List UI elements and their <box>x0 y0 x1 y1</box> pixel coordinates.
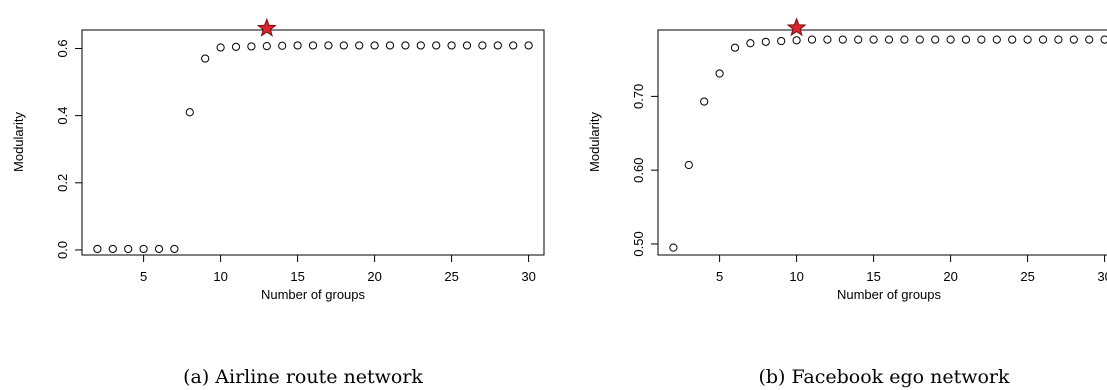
x-axis-title-a: Number of groups <box>261 287 366 302</box>
data-point-a-4 <box>154 244 164 254</box>
panel-b: 5 10 15 20 25 30 0.50 0.60 0.70 Number of group… <box>587 17 1107 388</box>
x-tick-label-a-0: 5 <box>140 269 147 284</box>
data-point-b-7 <box>777 36 786 46</box>
data-point-b-17 <box>931 35 940 44</box>
data-point-a-10 <box>247 42 256 51</box>
data-point-a-27 <box>509 41 518 50</box>
x-tick-label-a-5: 30 <box>521 269 535 284</box>
data-point-a-17 <box>355 41 364 50</box>
data-point-b-5 <box>746 39 755 48</box>
data-point-a-26 <box>493 41 502 50</box>
y-tick-label-a-1: 0.2 <box>55 174 70 192</box>
data-point-a-19 <box>385 41 395 50</box>
data-point-a-22 <box>432 41 441 50</box>
x-axis-a: 5 10 15 20 25 30 <box>140 254 536 284</box>
y-tick-label-a-2: 0.4 <box>55 107 70 125</box>
points-a <box>93 41 533 254</box>
star-icon <box>786 17 807 37</box>
y-tick-label-b-1: 0.60 <box>631 158 646 183</box>
data-point-a-23 <box>447 41 456 50</box>
data-point-a-15 <box>324 41 333 50</box>
data-point-b-8 <box>792 36 801 45</box>
data-point-a-13 <box>293 41 302 50</box>
data-point-a-16 <box>339 41 348 50</box>
data-point-b-23 <box>1023 35 1032 44</box>
x-tick-label-b-4: 25 <box>1020 269 1034 284</box>
data-point-b-11 <box>838 35 847 44</box>
data-point-a-28 <box>524 41 533 50</box>
data-point-b-27 <box>1085 35 1094 44</box>
x-tick-label-b-1: 10 <box>789 269 803 284</box>
data-point-a-5 <box>170 244 179 254</box>
data-point-a-25 <box>478 41 487 50</box>
x-tick-label-a-1: 10 <box>213 269 227 284</box>
plot-frame-b <box>657 29 1107 256</box>
data-point-a-20 <box>401 41 410 50</box>
points-b <box>669 35 1107 252</box>
data-point-a-2 <box>124 244 133 254</box>
data-point-b-24 <box>1038 35 1048 44</box>
data-point-a-1 <box>108 244 117 254</box>
x-axis-title-b: Number of groups <box>837 287 942 302</box>
data-point-a-0 <box>93 244 102 254</box>
data-point-b-10 <box>823 35 832 44</box>
data-point-b-25 <box>1054 35 1063 44</box>
data-point-b-6 <box>761 37 770 46</box>
data-point-b-20 <box>977 35 986 44</box>
y-axis-b: 0.50 0.60 0.70 <box>631 84 659 257</box>
x-tick-label-b-0: 5 <box>716 269 723 284</box>
x-axis-b: 5 10 15 20 25 30 <box>716 254 1107 284</box>
caption-b: (b) Facebook ego network <box>758 366 1010 388</box>
data-point-b-19 <box>961 35 971 44</box>
y-axis-title-a: Modularity <box>11 112 26 172</box>
data-point-a-21 <box>416 41 425 50</box>
data-point-b-21 <box>992 35 1001 44</box>
data-point-b-16 <box>915 35 924 44</box>
optimum-star-b <box>786 17 807 37</box>
data-point-a-24 <box>462 41 472 50</box>
y-tick-label-a-0: 0.0 <box>55 241 70 259</box>
caption-a: (a) Airline route network <box>183 366 423 388</box>
data-point-b-18 <box>946 35 955 44</box>
data-point-b-26 <box>1069 35 1078 44</box>
x-tick-label-b-2: 15 <box>866 269 880 284</box>
data-point-b-3 <box>715 69 724 78</box>
data-point-b-1 <box>684 160 693 170</box>
panel-a: 5 10 15 20 25 30 0.0 0.2 0.4 0.6 Number of group… <box>11 17 545 388</box>
data-point-b-12 <box>854 35 863 44</box>
x-tick-label-b-3: 20 <box>943 269 957 284</box>
data-point-a-11 <box>262 42 271 51</box>
y-tick-label-b-0: 0.50 <box>631 231 646 256</box>
data-point-b-9 <box>807 35 817 44</box>
data-point-a-6 <box>185 108 194 117</box>
data-point-a-3 <box>139 244 148 254</box>
optimum-star-a <box>256 17 277 37</box>
y-axis-a: 0.0 0.2 0.4 0.6 <box>55 39 83 259</box>
data-point-a-7 <box>201 54 210 63</box>
star-icon <box>256 17 277 37</box>
data-point-b-2 <box>700 97 709 106</box>
x-tick-label-a-4: 25 <box>444 269 458 284</box>
x-tick-label-b-5: 30 <box>1097 269 1107 284</box>
data-point-b-15 <box>900 35 909 44</box>
data-point-b-14 <box>884 35 894 44</box>
data-point-a-12 <box>278 41 287 50</box>
data-point-b-28 <box>1100 35 1107 44</box>
x-tick-label-a-3: 20 <box>367 269 381 284</box>
y-tick-label-b-2: 0.70 <box>631 84 646 109</box>
data-point-b-22 <box>1008 35 1017 44</box>
data-point-b-13 <box>869 35 878 44</box>
y-axis-title-b: Modularity <box>587 112 602 172</box>
data-point-a-18 <box>370 41 379 50</box>
data-point-a-8 <box>216 43 225 52</box>
data-point-b-4 <box>730 43 740 52</box>
data-point-a-9 <box>231 42 241 51</box>
data-point-b-0 <box>669 243 678 252</box>
y-tick-label-a-3: 0.6 <box>55 39 70 57</box>
x-tick-label-a-2: 15 <box>290 269 304 284</box>
plot-frame-a <box>81 29 545 256</box>
data-point-a-14 <box>308 41 318 50</box>
